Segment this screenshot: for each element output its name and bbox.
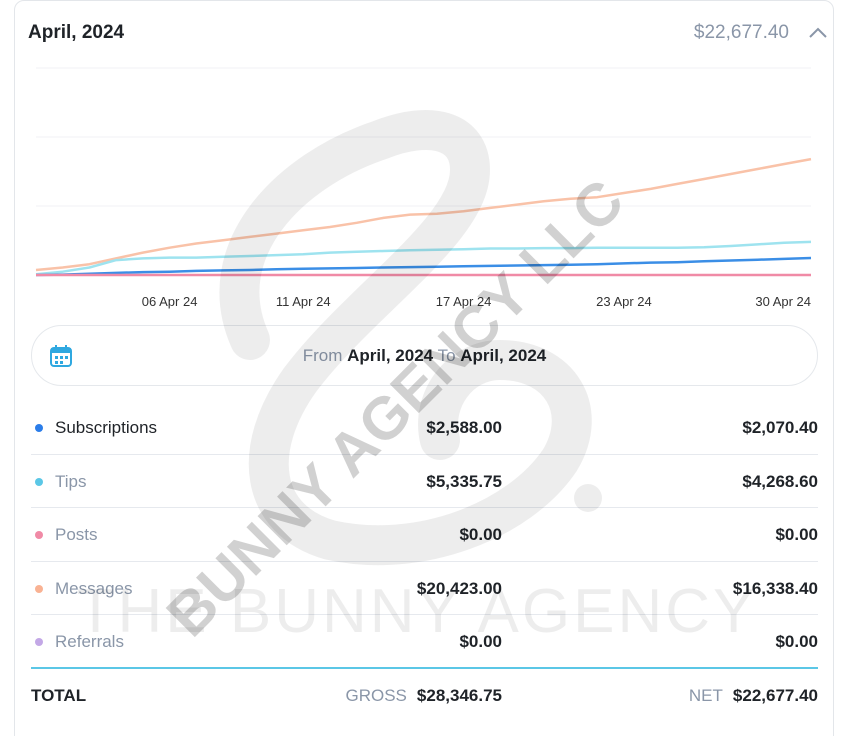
total-net: NET $22,677.40 — [689, 686, 818, 706]
earnings-card — [14, 0, 834, 736]
chevron-up-icon — [809, 27, 827, 38]
series-line-tips — [35, 240, 812, 276]
row-posts: Posts $0.00 $0.00 — [31, 508, 818, 562]
row-tips: Tips $5,335.75 $4,268.60 — [31, 455, 818, 508]
gross-value: $28,346.75 — [416, 686, 502, 705]
chart-svg: 06 Apr 24 11 Apr 24 17 Apr 24 23 Apr 24 30 A… — [35, 67, 812, 309]
row-label: Subscriptions — [55, 418, 158, 437]
net-value: $22,677.40 — [732, 686, 818, 705]
row-net: $16,338.40 — [732, 578, 818, 598]
header-right: $22,677.40 — [694, 22, 829, 44]
collapse-button[interactable] — [807, 22, 829, 44]
subscriptions-dot — [35, 424, 43, 432]
row-messages: Messages $20,423.00 $16,338.40 — [31, 562, 818, 615]
tips-dot — [35, 477, 43, 486]
date-range-picker[interactable]: From April, 2024 To April, 2024 — [31, 325, 818, 386]
x-tick-label: 30 Apr 24 — [755, 294, 811, 309]
header-total: $22,677.40 — [693, 22, 789, 43]
x-tick-label: 17 Apr 24 — [436, 294, 492, 309]
row-gross: $0.00 — [459, 632, 502, 651]
net-label: NET — [688, 686, 723, 705]
referrals-dot — [35, 638, 43, 646]
from-value: April, 2024 — [347, 345, 434, 365]
x-tick-label: 23 Apr 24 — [596, 294, 652, 309]
row-label: Referrals — [55, 632, 124, 651]
row-net: $4,268.60 — [742, 471, 818, 491]
total-label: TOTAL — [31, 686, 87, 705]
x-tick-label: 06 Apr 24 — [142, 294, 198, 309]
card-header: April, 2024 $22,677.40 — [28, 20, 829, 46]
to-label: To — [437, 345, 456, 365]
total-row: TOTAL GROSS $28,346.75 NET $22,677.40 — [31, 667, 818, 719]
from-label: From — [302, 345, 343, 365]
row-gross: $2,588.00 — [426, 418, 502, 437]
earnings-chart: 06 Apr 24 11 Apr 24 17 Apr 24 23 Apr 24 30 A… — [0, 60, 843, 320]
row-subscriptions: Subscriptions $2,588.00 $2,070.40 — [31, 401, 818, 455]
range-text: From April, 2024 To April, 2024 — [32, 346, 817, 366]
period-title: April, 2024 — [28, 22, 125, 43]
row-gross: $0.00 — [459, 525, 502, 544]
row-gross: $5,335.75 — [426, 471, 502, 491]
calendar-icon[interactable] — [48, 343, 74, 369]
gross-label: GROSS — [345, 686, 407, 705]
row-label: Posts — [55, 525, 98, 544]
posts-dot — [35, 531, 43, 539]
series-line-messages — [35, 157, 812, 272]
series-line-subscriptions — [35, 256, 812, 277]
x-tick-label: 11 Apr 24 — [276, 294, 331, 309]
row-net: $0.00 — [775, 632, 818, 651]
to-value: April, 2024 — [460, 345, 547, 365]
row-gross: $20,423.00 — [416, 578, 502, 598]
breakdown-list: Subscriptions $2,588.00 $2,070.40 Tips $… — [31, 401, 818, 669]
row-label: Messages — [55, 578, 133, 598]
row-referrals: Referrals $0.00 $0.00 — [31, 615, 818, 669]
row-net: $0.00 — [775, 525, 818, 544]
messages-dot — [35, 584, 43, 593]
total-gross: GROSS $28,346.75 — [346, 686, 503, 706]
row-label: Tips — [55, 471, 87, 491]
row-net: $2,070.40 — [742, 418, 818, 437]
